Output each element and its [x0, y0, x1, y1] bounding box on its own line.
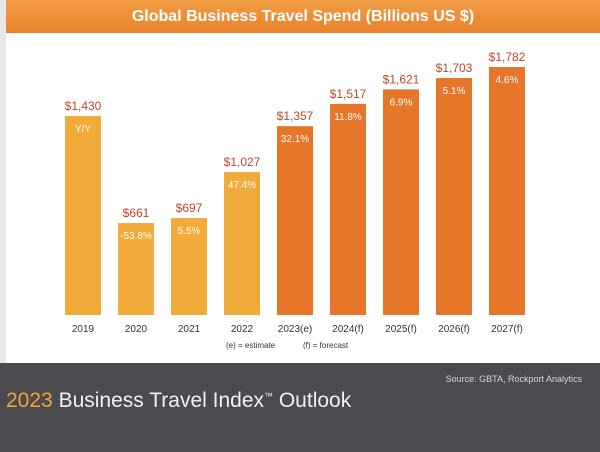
- chart-title-bar: Global Business Travel Spend (Billions U…: [6, 0, 600, 33]
- x-tick-label: 2026(f): [438, 324, 470, 335]
- bar: [489, 67, 525, 315]
- bar-yoy-label: -53.8%: [120, 231, 152, 242]
- bar-yoy-label: 47.4%: [228, 180, 256, 191]
- chart-area: $1,430 Y/Y 2019 $661 -53.8% 2020 $697 5.5% 2021 $…: [6, 33, 600, 363]
- x-tick-label: 2023(e): [278, 324, 312, 335]
- x-tick-label: 2020: [125, 324, 148, 335]
- x-tick-label: 2022: [231, 324, 254, 335]
- left-border: [0, 0, 6, 452]
- x-tick-label: 2019: [72, 324, 95, 335]
- x-tick-label: 2024(f): [332, 324, 364, 335]
- bar-value-label: $697: [176, 201, 203, 215]
- bar-value-label: $1,357: [277, 109, 314, 123]
- estimate-note: (e) = estimate: [226, 341, 276, 350]
- bar-value-label: $1,517: [330, 87, 367, 101]
- bar: [330, 103, 366, 315]
- trademark-mark: ™: [264, 391, 273, 401]
- bar-yoy-label: Y/Y: [75, 124, 91, 135]
- footer-year: 2023: [6, 389, 53, 412]
- bar-value-label: $1,703: [436, 61, 473, 75]
- footer-title-main: Business Travel Index: [58, 389, 264, 412]
- bar-yoy-label: 5.5%: [178, 226, 201, 237]
- x-tick-label: 2025(f): [385, 324, 417, 335]
- bar: [65, 115, 101, 315]
- bar-yoy-label: 6.9%: [390, 97, 413, 108]
- footer-title: 2023 Business Travel Index™ Outlook: [6, 389, 351, 413]
- bar-value-label: $1,430: [65, 99, 102, 113]
- bar: [171, 217, 207, 315]
- bar-value-label: $1,027: [224, 155, 261, 169]
- bar-value-label: $661: [123, 206, 150, 220]
- bar: [436, 77, 472, 315]
- chart-title: Global Business Travel Spend (Billions U…: [131, 7, 475, 25]
- forecast-note: (f) = forecast: [303, 341, 349, 350]
- x-tick-label: 2027(f): [491, 324, 523, 335]
- footer-banner: Source: GBTA, Rockport Analytics 2023 Bu…: [0, 363, 600, 452]
- bar-yoy-label: 11.8%: [334, 112, 362, 123]
- x-tick-label: 2021: [178, 324, 201, 335]
- bar-yoy-label: 32.1%: [281, 134, 309, 145]
- source-note: Source: GBTA, Rockport Analytics: [445, 374, 582, 384]
- bar-value-label: $1,782: [489, 50, 526, 64]
- bar-yoy-label: 4.6%: [496, 75, 519, 86]
- bar: [383, 89, 419, 315]
- bar: [277, 126, 313, 315]
- bar-value-label: $1,621: [383, 72, 420, 86]
- bar: [224, 172, 260, 315]
- bar-chart: $1,430 Y/Y 2019 $661 -53.8% 2020 $697 5.5% 2021 $…: [65, 50, 526, 350]
- footer-title-rest: Outlook: [278, 389, 352, 412]
- bar-yoy-label: 5.1%: [443, 86, 466, 97]
- bar: [118, 223, 154, 315]
